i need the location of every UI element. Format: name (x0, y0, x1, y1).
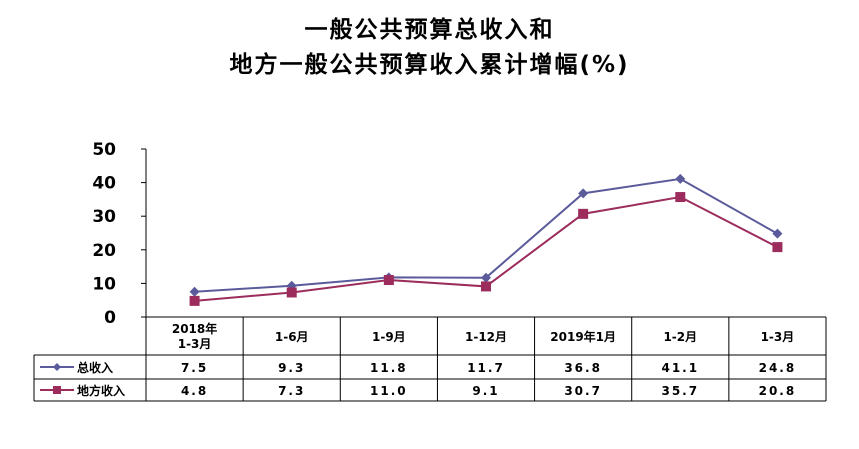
y-tick-label: 0 (104, 308, 116, 328)
y-tick-label: 40 (92, 174, 116, 194)
data-point-diamond (675, 173, 686, 184)
y-tick-label: 30 (92, 207, 116, 227)
data-table-cell: 11.0 (370, 384, 408, 398)
data-table-cell: 35.7 (661, 384, 699, 398)
data-point-square (189, 295, 200, 306)
data-table-cell: 20.8 (759, 384, 797, 398)
data-point-square (675, 192, 686, 203)
data-table-cell: 24.8 (759, 361, 797, 375)
category-label: 1-3月 (761, 330, 795, 344)
data-point-diamond (772, 228, 783, 239)
data-table-cell: 4.8 (181, 384, 208, 398)
category-label: 1-6月 (275, 330, 309, 344)
category-label: 1-12月 (465, 330, 507, 344)
legend-label: 地方收入 (77, 383, 125, 398)
category-label: 2019年1月 (550, 329, 616, 344)
legend-key-square (53, 386, 61, 394)
data-point-square (383, 275, 394, 286)
data-table-cell: 9.1 (472, 384, 499, 398)
data-point-diamond (189, 286, 200, 297)
data-point-square (578, 208, 589, 219)
y-tick-label: 20 (92, 241, 116, 261)
chart-title-line-2: 地方一般公共预算收入累计增幅(%) (229, 52, 630, 78)
category-label: 2018年 (172, 321, 217, 336)
legend-label: 总收入 (77, 360, 113, 375)
data-table-cell: 36.8 (564, 361, 602, 375)
y-tick-label: 50 (92, 140, 116, 160)
legend-key-diamond (53, 363, 61, 371)
data-table-cell: 41.1 (661, 361, 699, 375)
data-point-diamond (481, 272, 491, 283)
chart-title-line-1: 一般公共预算总收入和 (304, 17, 555, 43)
data-table-cell: 7.5 (181, 361, 208, 375)
data-point-square (772, 242, 783, 253)
data-table-cell: 7.3 (278, 384, 305, 398)
category-label: 1-3月 (178, 337, 212, 351)
data-point-square (481, 281, 491, 292)
y-tick-label: 10 (92, 274, 116, 294)
category-label: 1-2月 (663, 330, 697, 344)
data-table-cell: 9.3 (278, 361, 305, 375)
category-label: 1-9月 (372, 330, 406, 344)
data-table-cell: 11.7 (467, 361, 505, 375)
data-table-cell: 30.7 (564, 384, 602, 398)
data-point-diamond (578, 188, 589, 199)
data-point-square (286, 287, 297, 298)
data-table-cell: 11.8 (370, 361, 408, 375)
